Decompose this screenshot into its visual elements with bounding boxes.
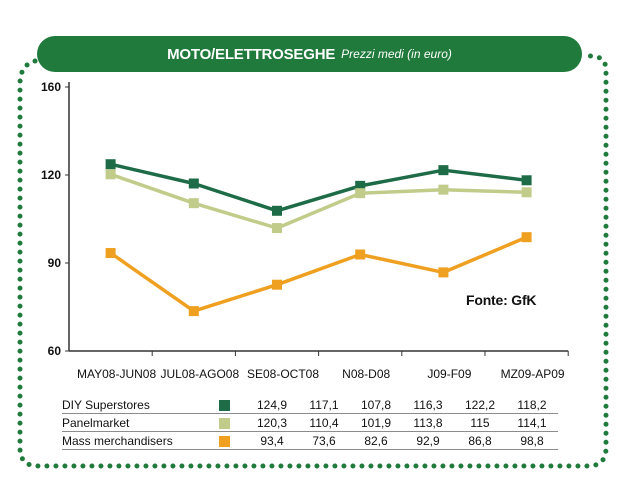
series-line [110, 162, 527, 213]
data-point [272, 223, 282, 234]
data-point [521, 232, 532, 243]
series-mass-merchandisers [105, 232, 532, 317]
table-cell: 118,2 [506, 396, 558, 414]
data-point [105, 159, 116, 170]
tick-labels: 60 90 120 160 MAY08-JUN08 JUL08-AGO08 SE08-OCT… [41, 80, 565, 381]
series-panelmarket [105, 169, 532, 234]
table-cell: 110,4 [298, 413, 350, 432]
data-point [521, 175, 532, 186]
data-point [188, 306, 199, 317]
table-row: Panelmarket 120,3 110,4 101,9 113,8 115 114,1 [62, 413, 558, 432]
row-label: Panelmarket [62, 413, 202, 432]
row-label: Mass merchandisers [62, 431, 202, 450]
series-layer [105, 159, 532, 317]
data-table: DIY Superstores 124,9 117,1 107,8 116,3 122,2… [62, 396, 558, 450]
table-cell: 86,8 [454, 431, 506, 450]
data-point [438, 184, 449, 195]
data-table-body: DIY Superstores 124,9 117,1 107,8 116,3 122,2… [62, 396, 558, 450]
table-cell: 117,1 [298, 396, 350, 414]
y-tick-label: 120 [41, 168, 61, 182]
data-point [272, 205, 282, 216]
series-diy-superstores [105, 159, 532, 216]
table-cell: 124,9 [246, 396, 298, 414]
table-cell: 120,3 [246, 413, 298, 432]
frame-border [17, 53, 609, 469]
y-tick-label: 90 [48, 256, 62, 270]
series-line [110, 172, 527, 230]
table-cell: 122,2 [454, 396, 506, 414]
source-note: Fonte: GfK [466, 292, 537, 308]
legend-swatch-cell [202, 413, 246, 432]
data-point [355, 180, 366, 191]
data-point [105, 248, 116, 259]
table-row: DIY Superstores 124,9 117,1 107,8 116,3 122,2… [62, 396, 558, 414]
data-point [521, 187, 532, 198]
data-point [272, 279, 282, 290]
chart-header: MOTO/ELETTROSEGHE Prezzi medi (in euro) [37, 36, 582, 72]
data-point [105, 169, 116, 180]
data-point [188, 198, 199, 209]
chart-subtitle: Prezzi medi (in euro) [341, 47, 452, 61]
data-point [188, 178, 199, 189]
data-point [438, 267, 449, 278]
x-tick-label: N08-D08 [342, 367, 390, 381]
x-tick-label: JUL08-AGO08 [160, 367, 239, 381]
table-cell: 107,8 [350, 396, 402, 414]
table-cell: 73,6 [298, 431, 350, 450]
table-cell: 116,3 [402, 396, 454, 414]
legend-swatch-cell [202, 396, 246, 414]
table-cell: 115 [454, 413, 506, 432]
series-line [109, 235, 528, 313]
y-tick-label: 60 [48, 344, 62, 358]
legend-swatch [218, 399, 230, 411]
table-cell: 92,9 [402, 431, 454, 450]
data-point [355, 249, 366, 260]
table-cell: 114,1 [506, 413, 558, 432]
data-point [438, 165, 449, 176]
table-cell: 98,8 [506, 431, 558, 450]
data-point [355, 188, 366, 199]
chart-axes [65, 82, 569, 356]
y-tick-label: 160 [41, 80, 61, 94]
x-tick-label: MAY08-JUN08 [77, 367, 156, 381]
x-tick-label: J09-F09 [427, 367, 471, 381]
table-row: Mass merchandisers 93,4 73,6 82,6 92,9 86,8 98… [62, 431, 558, 450]
row-label: DIY Superstores [62, 396, 202, 414]
chart-title: MOTO/ELETTROSEGHE [167, 45, 336, 63]
legend-swatch [218, 417, 230, 429]
table-cell: 93,4 [246, 431, 298, 450]
legend-swatch-cell [202, 431, 246, 450]
table-cell: 101,9 [350, 413, 402, 432]
x-tick-label: SE08-OCT08 [247, 367, 319, 381]
legend-swatch [218, 435, 230, 447]
table-cell: 113,8 [402, 413, 454, 432]
table-cell: 82,6 [350, 431, 402, 450]
x-tick-label: MZ09-AP09 [501, 367, 565, 381]
